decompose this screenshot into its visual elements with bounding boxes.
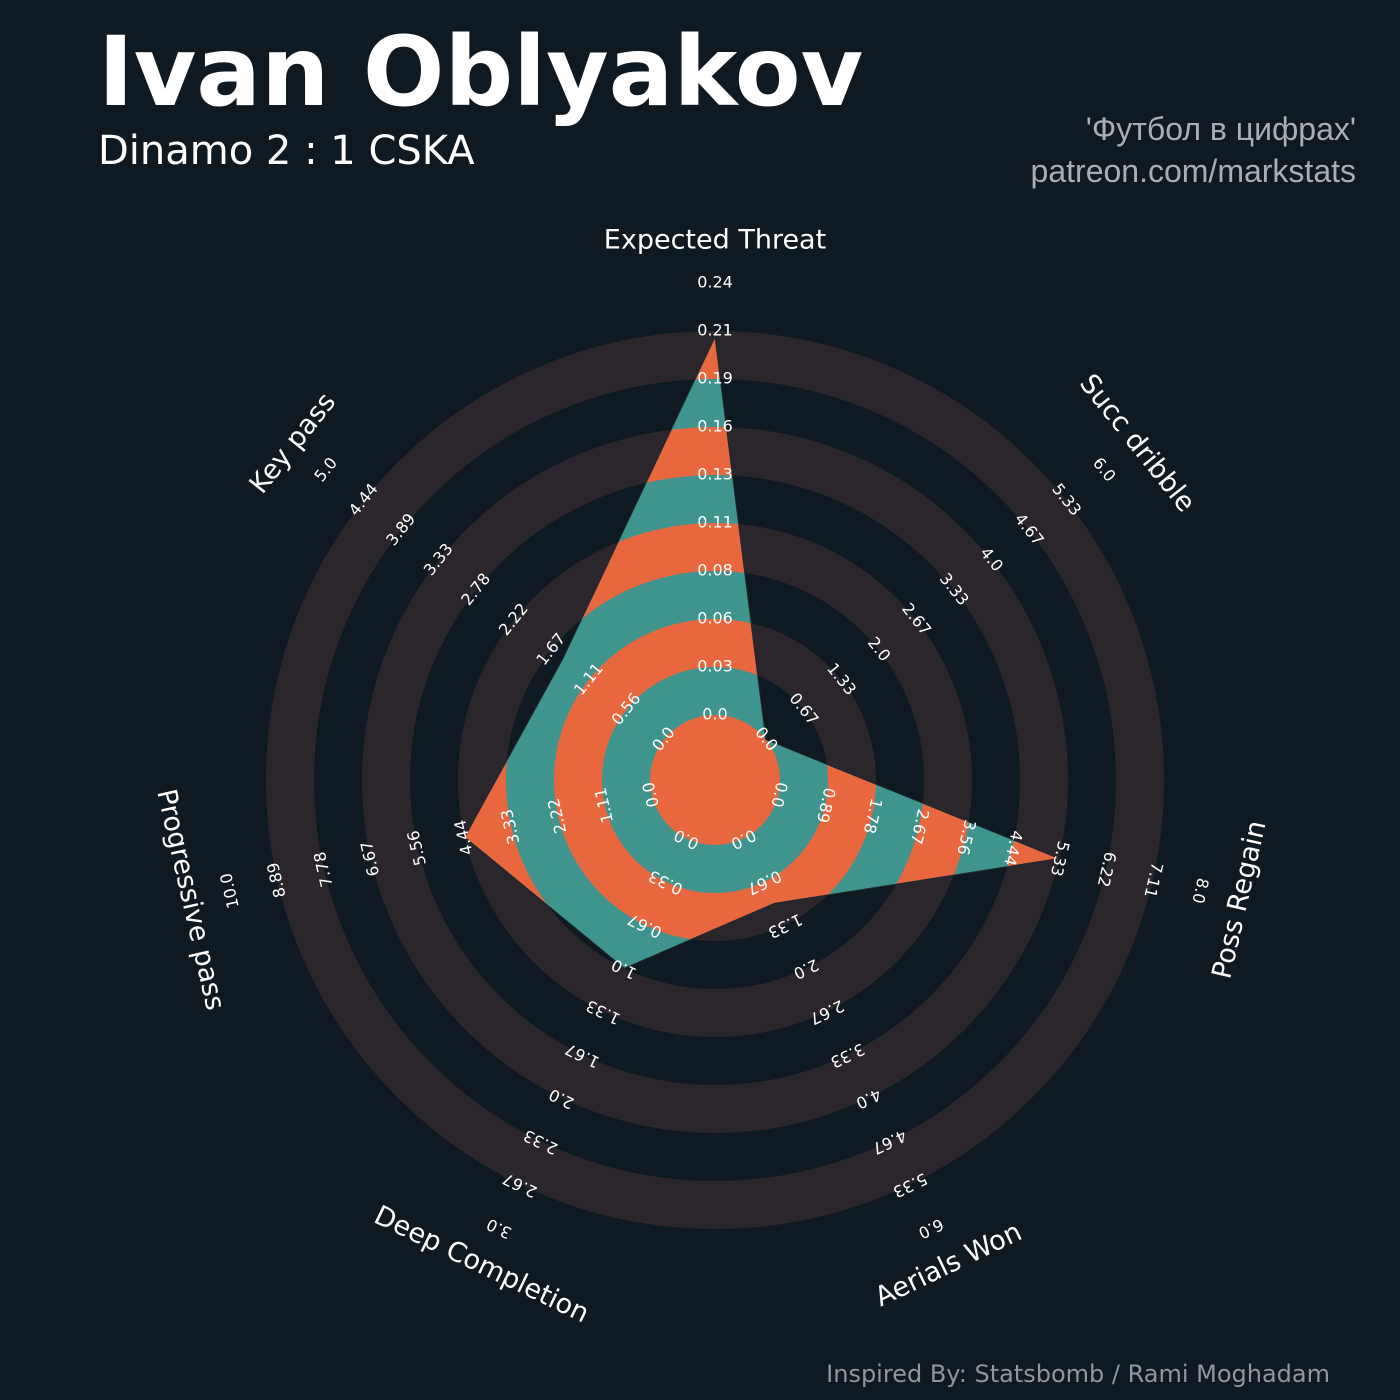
- value-center: [650, 715, 780, 845]
- match-subtitle: Dinamo 2 : 1 CSKA: [98, 128, 475, 174]
- axis-label: Poss Regain: [1206, 818, 1272, 982]
- tick-label: 10.0: [216, 871, 242, 910]
- player-name-title: Ivan Oblyakov: [98, 16, 864, 128]
- tick-label: 0.11: [697, 513, 733, 532]
- tick-label: 0.16: [697, 417, 733, 436]
- tick-label: 0.08: [697, 561, 733, 580]
- axis-label: Expected Threat: [604, 225, 826, 256]
- player-value-outline: [463, 335, 1061, 969]
- axis-label: Progressive pass: [150, 786, 230, 1013]
- credit-line-1: 'Футбол в цифрах': [1085, 111, 1356, 147]
- tick-label: 0.03: [697, 657, 733, 676]
- tick-label: 0.06: [697, 609, 733, 628]
- tick-label: 0.24: [697, 273, 733, 292]
- source-credit: 'Футбол в цифрах' patreon.com/markstats: [1031, 108, 1356, 192]
- tick-label: 6.0: [915, 1215, 946, 1243]
- tick-label: 0.13: [697, 465, 733, 484]
- tick-label: 0.19: [697, 369, 733, 388]
- credit-line-2: patreon.com/markstats: [1030, 153, 1356, 189]
- tick-label: 3.0: [483, 1215, 514, 1243]
- axis-label: Key pass: [243, 387, 342, 500]
- tick-label: 5.0: [310, 454, 341, 486]
- tick-label: 8.0: [1188, 876, 1212, 905]
- tick-label: 6.0: [1089, 454, 1120, 486]
- footer-inspired-by: Inspired By: Statsbomb / Rami Moghadam: [826, 1360, 1330, 1388]
- axis-label: Deep Completion: [369, 1200, 594, 1330]
- axis-label: Aerials Won: [870, 1216, 1026, 1313]
- tick-label: 0.0: [702, 705, 727, 724]
- tick-label: 0.21: [697, 321, 733, 340]
- axis-label: Succ dribble: [1073, 368, 1201, 518]
